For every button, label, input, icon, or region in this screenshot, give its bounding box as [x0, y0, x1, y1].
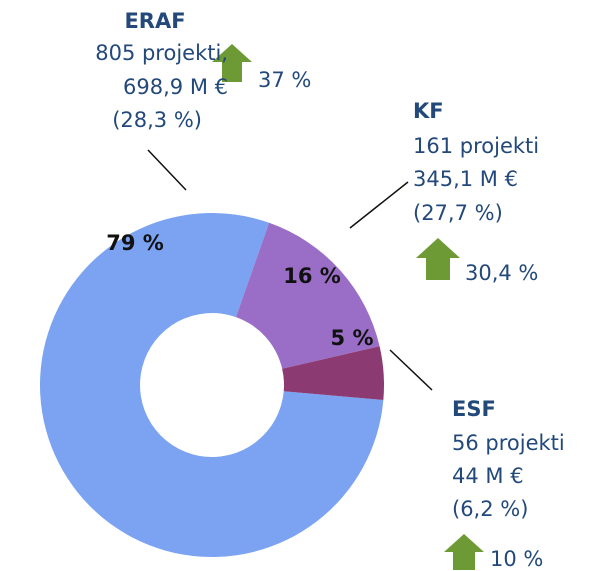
change-label: 37 % [258, 68, 311, 92]
data-label: 16 % [283, 264, 341, 288]
data-label: 79 % [106, 231, 164, 255]
leader-line [349, 181, 409, 229]
donut-segment [282, 346, 385, 400]
segment-title: KF [413, 99, 444, 123]
up-arrow [212, 44, 252, 82]
donut-segment [40, 213, 384, 558]
segment-detail: (28,3 %) [112, 108, 202, 132]
donut-segment [235, 222, 380, 369]
up-arrow [416, 238, 460, 280]
change-label: 30,4 % [465, 261, 538, 285]
segment-detail: 805 projekti, [95, 41, 228, 65]
segment-detail: (27,7 %) [413, 201, 503, 225]
segment-detail: 345,1 M € [413, 167, 518, 191]
segment-detail: (6,2 %) [452, 497, 528, 521]
segment-detail: 698,9 M € [123, 75, 228, 99]
segment-title: ERAF [124, 9, 185, 33]
segment-detail: 56 projekti [452, 431, 565, 455]
data-label: 5 % [331, 326, 374, 350]
segment-title: ESF [452, 397, 496, 421]
change-label: 10 % [490, 547, 543, 571]
leader-line [389, 349, 433, 391]
segment-detail: 161 projekti [413, 134, 539, 158]
segment-detail: 44 M € [452, 464, 524, 488]
up-arrow [444, 534, 484, 570]
leader-line [147, 149, 187, 191]
